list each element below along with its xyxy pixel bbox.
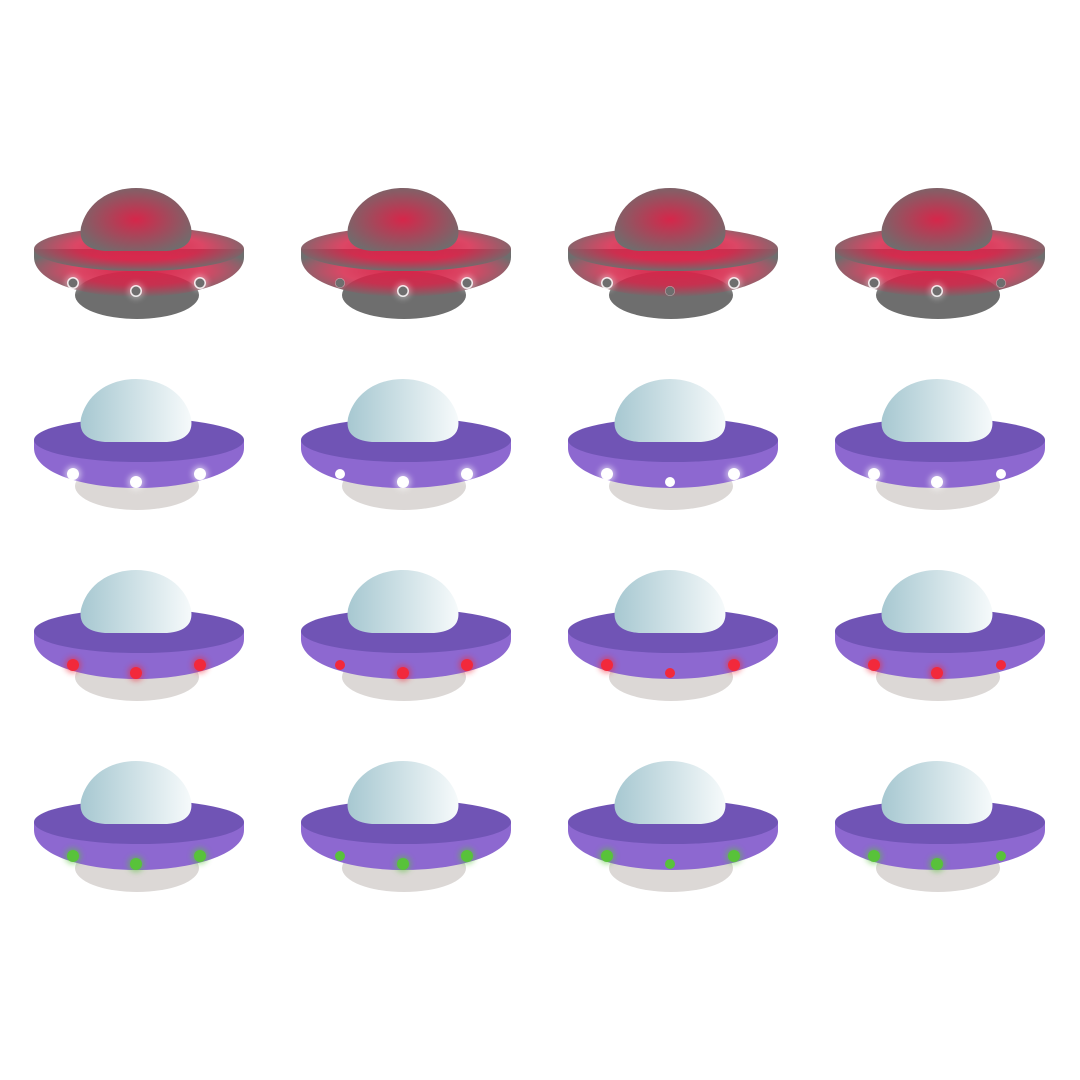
ufo-sprite-green-lights-frame-2 (300, 760, 567, 951)
ufo-dome (614, 570, 726, 633)
ufo-light (335, 660, 345, 670)
ufo-light (459, 848, 475, 864)
ufo-sprite-hit-flash-frame-3 (567, 187, 834, 378)
ufo-sprite-white-lights-frame-3 (567, 378, 834, 569)
ufo-icon (34, 570, 244, 701)
ufo-light (996, 469, 1006, 479)
ufo-light (866, 466, 882, 482)
ufo-sprite-green-lights-frame-3 (567, 760, 834, 951)
ufo-light (726, 848, 742, 864)
ufo-dome (881, 379, 993, 442)
ufo-dome (881, 188, 993, 251)
ufo-sprite-white-lights-frame-2 (300, 378, 567, 569)
ufo-icon (301, 570, 511, 701)
ufo-icon (301, 761, 511, 892)
ufo-light (726, 275, 742, 291)
ufo-light (996, 278, 1006, 288)
ufo-icon (568, 761, 778, 892)
ufo-light (726, 657, 742, 673)
ufo-icon (835, 188, 1045, 319)
ufo-icon (34, 761, 244, 892)
ufo-light (128, 665, 144, 681)
ufo-sprite-red-lights-frame-2 (300, 569, 567, 760)
ufo-light (599, 657, 615, 673)
ufo-light (65, 657, 81, 673)
ufo-light (866, 848, 882, 864)
ufo-dome (614, 379, 726, 442)
ufo-icon (835, 570, 1045, 701)
ufo-dome (80, 570, 192, 633)
ufo-sprite-red-lights-frame-3 (567, 569, 834, 760)
ufo-dome (347, 188, 459, 251)
ufo-light (335, 469, 345, 479)
ufo-light (395, 283, 411, 299)
ufo-light (459, 466, 475, 482)
ufo-sprite-red-lights-frame-4 (834, 569, 1080, 760)
ufo-sprite-green-lights-frame-1 (33, 760, 300, 951)
ufo-sprite-hit-flash-frame-2 (300, 187, 567, 378)
ufo-light (65, 466, 81, 482)
ufo-sprite-green-lights-frame-4 (834, 760, 1080, 951)
ufo-sprite-red-lights-frame-1 (33, 569, 300, 760)
ufo-icon (568, 379, 778, 510)
ufo-dome (80, 188, 192, 251)
ufo-sprite-hit-flash-frame-4 (834, 187, 1080, 378)
ufo-dome (614, 761, 726, 824)
ufo-light (65, 848, 81, 864)
ufo-light (335, 851, 345, 861)
ufo-light (395, 474, 411, 490)
ufo-light (866, 657, 882, 673)
ufo-icon (568, 188, 778, 319)
ufo-light (192, 275, 208, 291)
ufo-icon (568, 570, 778, 701)
ufo-light (996, 851, 1006, 861)
ufo-icon (34, 188, 244, 319)
ufo-dome (614, 188, 726, 251)
ufo-icon (835, 379, 1045, 510)
ufo-icon (835, 761, 1045, 892)
ufo-light (335, 278, 345, 288)
ufo-light (192, 466, 208, 482)
ufo-light (128, 283, 144, 299)
ufo-light (459, 275, 475, 291)
ufo-light (395, 856, 411, 872)
ufo-light (929, 665, 945, 681)
ufo-light (996, 660, 1006, 670)
ufo-light (929, 856, 945, 872)
ufo-light (599, 466, 615, 482)
ufo-light (866, 275, 882, 291)
ufo-sprite-white-lights-frame-1 (33, 378, 300, 569)
ufo-light (665, 859, 675, 869)
ufo-light (192, 848, 208, 864)
ufo-light (726, 466, 742, 482)
ufo-icon (301, 379, 511, 510)
ufo-sprite-hit-flash-frame-1 (33, 187, 300, 378)
ufo-icon (301, 188, 511, 319)
ufo-dome (347, 761, 459, 824)
ufo-light (665, 668, 675, 678)
ufo-light (599, 275, 615, 291)
ufo-light (929, 474, 945, 490)
ufo-light (65, 275, 81, 291)
ufo-dome (80, 379, 192, 442)
ufo-dome (80, 761, 192, 824)
ufo-light (599, 848, 615, 864)
ufo-dome (347, 570, 459, 633)
ufo-dome (881, 570, 993, 633)
ufo-light (929, 283, 945, 299)
ufo-dome (347, 379, 459, 442)
ufo-dome (881, 761, 993, 824)
ufo-light (192, 657, 208, 673)
ufo-light (128, 856, 144, 872)
ufo-light (128, 474, 144, 490)
ufo-sprite-white-lights-frame-4 (834, 378, 1080, 569)
ufo-light (665, 477, 675, 487)
ufo-light (665, 286, 675, 296)
ufo-light (395, 665, 411, 681)
ufo-icon (34, 379, 244, 510)
ufo-light (459, 657, 475, 673)
